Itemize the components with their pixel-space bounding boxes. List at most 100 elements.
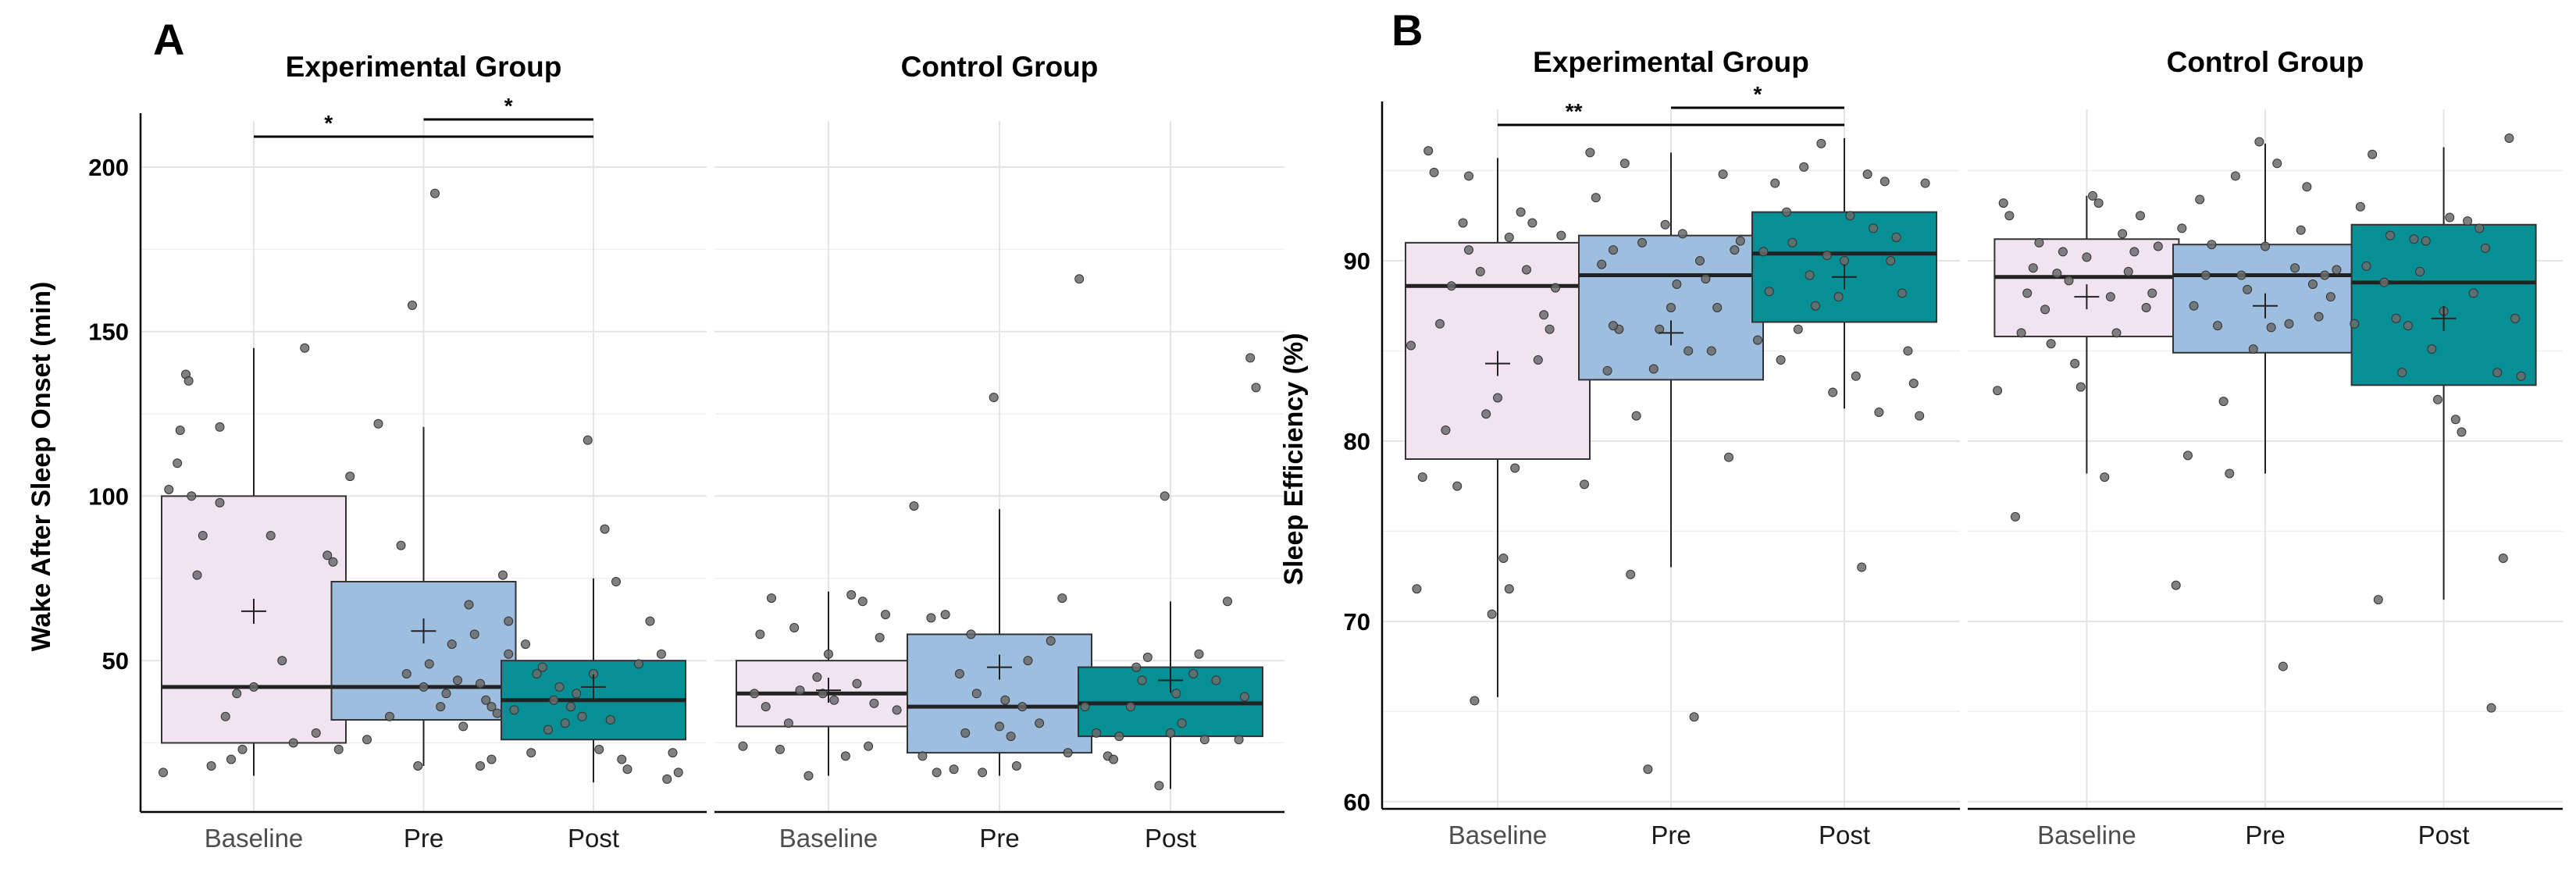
data-point — [2004, 211, 2015, 221]
x-tick-label: Baseline — [779, 824, 878, 853]
panel-label: A — [153, 15, 184, 64]
data-point — [492, 708, 502, 718]
data-point — [2379, 277, 2389, 287]
data-point — [1435, 319, 1445, 329]
data-point — [2302, 182, 2312, 192]
data-point — [2290, 263, 2300, 273]
data-point — [1915, 411, 1925, 421]
data-point — [1712, 303, 1723, 313]
data-point — [978, 767, 988, 778]
data-point — [173, 458, 183, 468]
data-point — [755, 629, 765, 639]
x-tick-label: Baseline — [205, 824, 304, 853]
facet-title: Experimental Group — [1533, 46, 1809, 78]
data-point — [2492, 368, 2503, 378]
box-iqr — [1405, 241, 1591, 460]
data-point — [2307, 280, 2318, 289]
data-point — [1609, 321, 1618, 331]
data-point — [857, 596, 868, 607]
data-point — [829, 695, 839, 705]
facet-control: Control Group Baseline Pre Post — [1968, 46, 2563, 849]
data-point — [668, 748, 678, 758]
data-point — [1458, 218, 1468, 228]
data-point — [577, 711, 587, 721]
data-point — [932, 767, 942, 778]
y-axis-title: Wake After Sleep Onset (min) — [27, 282, 56, 652]
data-point — [2100, 472, 2110, 483]
data-point — [2177, 223, 2187, 233]
data-point — [1591, 193, 1601, 203]
data-point — [594, 744, 604, 754]
data-point — [453, 675, 462, 685]
data-point — [1475, 266, 1485, 276]
data-point — [2189, 301, 2199, 311]
data-point — [509, 705, 519, 715]
data-point — [1142, 652, 1153, 662]
data-point — [1510, 463, 1520, 473]
data-point — [401, 669, 412, 678]
data-point — [1908, 379, 1919, 389]
data-point — [385, 711, 394, 721]
y-tick-label: 70 — [1344, 608, 1370, 636]
box-pre — [907, 274, 1092, 778]
data-point — [2361, 261, 2371, 271]
data-point — [469, 629, 479, 639]
data-point — [1782, 207, 1791, 217]
data-point — [1833, 292, 1844, 302]
data-point — [1481, 409, 1491, 419]
data-point — [265, 531, 276, 540]
data-point — [1498, 554, 1509, 564]
data-point — [1006, 732, 1016, 742]
data-point — [949, 764, 959, 775]
data-point — [1194, 649, 1204, 659]
data-point — [2325, 292, 2336, 302]
y-axis-title: Sleep Efficiency (%) — [1279, 333, 1309, 585]
data-point — [840, 751, 850, 761]
data-point — [617, 754, 627, 764]
data-point — [2040, 304, 2050, 315]
box-pre — [1578, 148, 1764, 775]
data-point — [1857, 562, 1867, 572]
data-point — [419, 682, 429, 692]
data-point — [1776, 354, 1786, 365]
data-point — [875, 632, 885, 643]
data-point — [1452, 481, 1463, 491]
box-baseline — [1993, 191, 2180, 522]
data-point — [2182, 450, 2193, 461]
data-point — [2320, 270, 2330, 280]
data-point — [1724, 452, 1733, 462]
data-point — [2082, 252, 2092, 262]
data-point — [1171, 689, 1181, 699]
data-point — [1619, 158, 1630, 169]
data-point — [2225, 468, 2235, 479]
data-point — [1166, 728, 1175, 738]
data-point — [1539, 310, 1549, 320]
data-point — [909, 501, 919, 511]
data-point — [532, 669, 542, 678]
data-point — [1793, 324, 1803, 334]
data-point — [846, 589, 857, 600]
data-point — [995, 721, 1004, 732]
data-point — [783, 718, 793, 728]
data-point — [2296, 225, 2306, 235]
data-point — [2432, 394, 2442, 404]
data-point — [917, 751, 928, 761]
data-point — [960, 728, 971, 738]
data-point — [1423, 146, 1434, 156]
data-point — [645, 616, 655, 626]
data-point — [300, 343, 310, 353]
data-point — [1993, 386, 2003, 396]
x-tick-label: Post — [2418, 821, 2470, 849]
data-point — [2207, 240, 2217, 250]
significance-label: * — [324, 111, 333, 135]
panel-label: B — [1391, 5, 1423, 55]
data-point — [2248, 344, 2258, 354]
data-point — [1770, 178, 1780, 188]
data-point — [1787, 237, 1797, 247]
x-tick-label: Baseline — [2037, 821, 2136, 849]
data-point — [2075, 382, 2086, 392]
data-point — [1527, 218, 1537, 228]
data-point — [164, 485, 174, 494]
data-point — [1412, 584, 1422, 594]
